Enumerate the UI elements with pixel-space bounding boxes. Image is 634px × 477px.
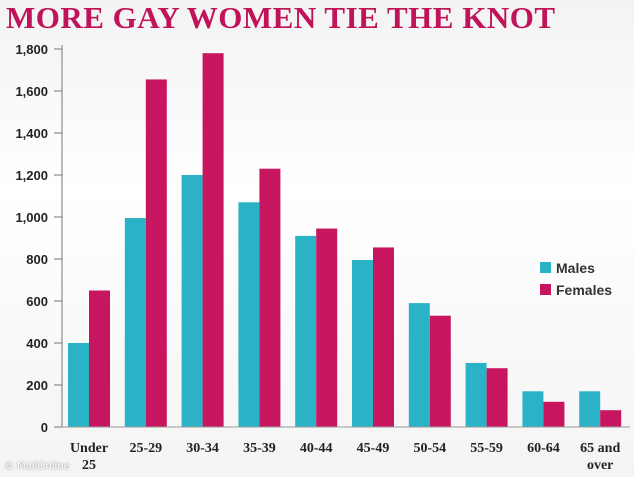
bar-males xyxy=(408,303,430,427)
bar-males xyxy=(579,391,601,427)
legend-swatch-females xyxy=(540,284,551,295)
y-tick-label: 800 xyxy=(26,252,48,267)
y-tick-label: 600 xyxy=(26,294,48,309)
bar-males xyxy=(352,260,373,427)
x-tick-label: 35-39 xyxy=(243,441,276,456)
bar-males xyxy=(124,218,146,427)
x-tick-label: 30-34 xyxy=(186,441,219,456)
x-tick-label: 40-44 xyxy=(300,441,333,456)
y-tick-label: 200 xyxy=(26,378,48,393)
watermark: © MailOnline xyxy=(4,461,70,472)
bar-females xyxy=(543,401,565,427)
bar-males xyxy=(295,235,317,427)
x-tick-label: 65 and over xyxy=(580,441,620,473)
bar-males xyxy=(181,175,203,427)
x-tick-label: 55-59 xyxy=(470,441,503,456)
x-tick-label: 45-49 xyxy=(357,441,390,456)
bar-females xyxy=(259,168,281,427)
y-tick-label: 400 xyxy=(26,336,48,351)
bar-males xyxy=(68,343,89,427)
bar-females xyxy=(486,368,508,427)
bar-females xyxy=(145,79,167,427)
y-tick-label: 1,000 xyxy=(15,210,48,225)
bar-males xyxy=(465,362,487,427)
x-tick-label: 25-29 xyxy=(129,441,162,456)
bar-males xyxy=(238,202,260,427)
y-tick-label: 1,200 xyxy=(15,168,48,183)
y-tick-label: 1,600 xyxy=(15,84,48,99)
y-tick-label: 1,800 xyxy=(15,42,48,57)
bar-females xyxy=(600,410,622,427)
bars xyxy=(68,53,622,427)
x-tick-label: 60-64 xyxy=(527,441,560,456)
bar-females xyxy=(373,247,394,427)
x-axis: Under 25 25-29 30-34 35-39 40-44 45-49 50-54 55-… xyxy=(62,426,630,473)
legend-swatch-males xyxy=(540,262,551,273)
bar-females xyxy=(202,53,224,427)
legend: Males Females xyxy=(540,260,612,298)
bar-females xyxy=(89,290,110,427)
bar-males xyxy=(522,391,544,427)
y-tick-label: 1,400 xyxy=(15,126,48,141)
bar-females xyxy=(429,315,451,427)
bar-females xyxy=(316,228,338,427)
legend-label-males: Males xyxy=(556,260,595,276)
legend-label-females: Females xyxy=(556,282,612,298)
chart-title: MORE GAY WOMEN TIE THE KNOT xyxy=(6,0,556,35)
y-axis: 0 200 400 600 800 1,000 1,200 1,400 1,600 1,800 xyxy=(15,42,63,435)
y-tick-label: 0 xyxy=(41,420,48,435)
x-tick-label: Under 25 xyxy=(70,441,108,473)
x-tick-label: 50-54 xyxy=(413,441,446,456)
